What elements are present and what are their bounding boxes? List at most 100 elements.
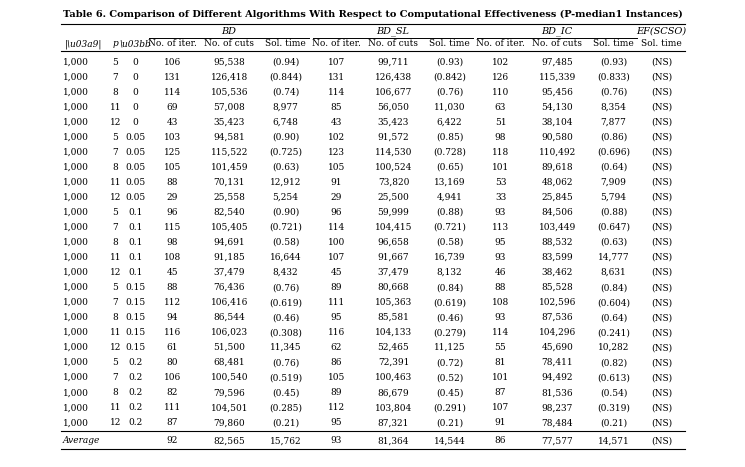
Text: 0.05: 0.05	[125, 193, 145, 202]
Text: (0.90): (0.90)	[272, 133, 299, 142]
Text: (NS): (NS)	[651, 388, 672, 397]
Text: (0.21): (0.21)	[272, 418, 299, 427]
Text: 83,599: 83,599	[542, 253, 574, 262]
Text: (NS): (NS)	[651, 88, 672, 97]
Text: 107: 107	[328, 253, 345, 262]
Text: (0.88): (0.88)	[436, 208, 463, 217]
Text: 106,023: 106,023	[211, 328, 248, 337]
Text: (0.519): (0.519)	[269, 373, 302, 382]
Text: 46: 46	[495, 268, 507, 277]
Text: 82,540: 82,540	[214, 208, 245, 217]
Text: (0.64): (0.64)	[600, 163, 627, 172]
Text: 0.2: 0.2	[128, 403, 142, 412]
Text: 13,169: 13,169	[434, 178, 465, 187]
Text: (0.291): (0.291)	[433, 403, 466, 412]
Text: (NS): (NS)	[651, 208, 672, 217]
Text: 1,000: 1,000	[63, 373, 89, 382]
Text: 1,000: 1,000	[63, 403, 89, 412]
Text: 107: 107	[328, 58, 345, 67]
Text: 86,544: 86,544	[214, 313, 245, 322]
Text: (0.88): (0.88)	[600, 208, 627, 217]
Text: 38,104: 38,104	[542, 118, 573, 127]
Text: 99,711: 99,711	[378, 58, 409, 67]
Text: 110: 110	[492, 88, 509, 97]
Text: 29: 29	[167, 193, 178, 202]
Text: (NS): (NS)	[651, 238, 672, 247]
Text: 52,465: 52,465	[378, 343, 409, 352]
Text: 104,296: 104,296	[539, 328, 576, 337]
Text: 51: 51	[495, 118, 507, 127]
Text: 37,479: 37,479	[378, 268, 409, 277]
Text: 5: 5	[112, 133, 118, 142]
Text: 0.1: 0.1	[128, 268, 143, 277]
Text: 113: 113	[492, 223, 509, 232]
Text: |\u03a9|: |\u03a9|	[65, 39, 102, 49]
Text: 100,540: 100,540	[211, 373, 248, 382]
Text: 68,481: 68,481	[214, 358, 245, 367]
Text: (NS): (NS)	[651, 103, 672, 112]
Text: 0.05: 0.05	[125, 178, 145, 187]
Text: 29: 29	[331, 193, 342, 202]
Text: 87: 87	[167, 418, 178, 427]
Text: 1,000: 1,000	[63, 133, 89, 142]
Text: (0.45): (0.45)	[436, 388, 463, 397]
Text: 112: 112	[328, 403, 345, 412]
Text: 8: 8	[112, 313, 118, 322]
Text: (0.285): (0.285)	[269, 403, 302, 412]
Text: 0.1: 0.1	[128, 223, 143, 232]
Text: 12: 12	[110, 193, 121, 202]
Text: 88: 88	[495, 283, 507, 292]
Text: No. of cuts: No. of cuts	[204, 40, 255, 49]
Text: 8,354: 8,354	[600, 103, 627, 112]
Text: (0.86): (0.86)	[600, 133, 627, 142]
Text: 25,558: 25,558	[214, 193, 245, 202]
Text: 77,577: 77,577	[542, 436, 574, 445]
Text: (NS): (NS)	[651, 178, 672, 187]
Text: (0.76): (0.76)	[600, 88, 627, 97]
Text: 88: 88	[167, 178, 178, 187]
Text: 15,762: 15,762	[270, 436, 301, 445]
Text: (NS): (NS)	[651, 313, 672, 322]
Text: 78,484: 78,484	[542, 418, 574, 427]
Text: 0.15: 0.15	[125, 313, 145, 322]
Text: 105,363: 105,363	[375, 298, 412, 307]
Text: 12: 12	[110, 118, 121, 127]
Text: 91,185: 91,185	[214, 253, 245, 262]
Text: 1,000: 1,000	[63, 253, 89, 262]
Text: 11: 11	[110, 328, 121, 337]
Text: (0.82): (0.82)	[600, 358, 627, 367]
Text: 8,631: 8,631	[600, 268, 627, 277]
Text: 11: 11	[110, 178, 121, 187]
Text: 94,581: 94,581	[214, 133, 245, 142]
Text: 63: 63	[495, 103, 506, 112]
Text: (NS): (NS)	[651, 268, 672, 277]
Text: 5: 5	[112, 358, 118, 367]
Text: 8,432: 8,432	[273, 268, 298, 277]
Text: 43: 43	[331, 118, 342, 127]
Text: 105,405: 105,405	[211, 223, 248, 232]
Text: 126,418: 126,418	[211, 73, 248, 82]
Text: 94,691: 94,691	[214, 238, 245, 247]
Text: 0.1: 0.1	[128, 253, 143, 262]
Text: 115: 115	[164, 223, 181, 232]
Text: 92: 92	[167, 436, 178, 445]
Text: 90,580: 90,580	[542, 133, 574, 142]
Text: 87: 87	[495, 388, 507, 397]
Text: 101,459: 101,459	[211, 163, 248, 172]
Text: 85,581: 85,581	[378, 313, 410, 322]
Text: 51,500: 51,500	[214, 343, 245, 352]
Text: (0.728): (0.728)	[433, 148, 466, 157]
Text: (NS): (NS)	[651, 118, 672, 127]
Text: 93: 93	[331, 436, 342, 445]
Text: 0.1: 0.1	[128, 238, 143, 247]
Text: 106,416: 106,416	[211, 298, 248, 307]
Text: (0.842): (0.842)	[433, 73, 466, 82]
Text: (NS): (NS)	[651, 403, 672, 412]
Text: 11,345: 11,345	[270, 343, 301, 352]
Text: (0.76): (0.76)	[272, 358, 299, 367]
Text: 7,909: 7,909	[600, 178, 627, 187]
Text: (0.721): (0.721)	[433, 223, 466, 232]
Text: 55: 55	[495, 343, 507, 352]
Text: 115,522: 115,522	[211, 148, 248, 157]
Text: 1,000: 1,000	[63, 193, 89, 202]
